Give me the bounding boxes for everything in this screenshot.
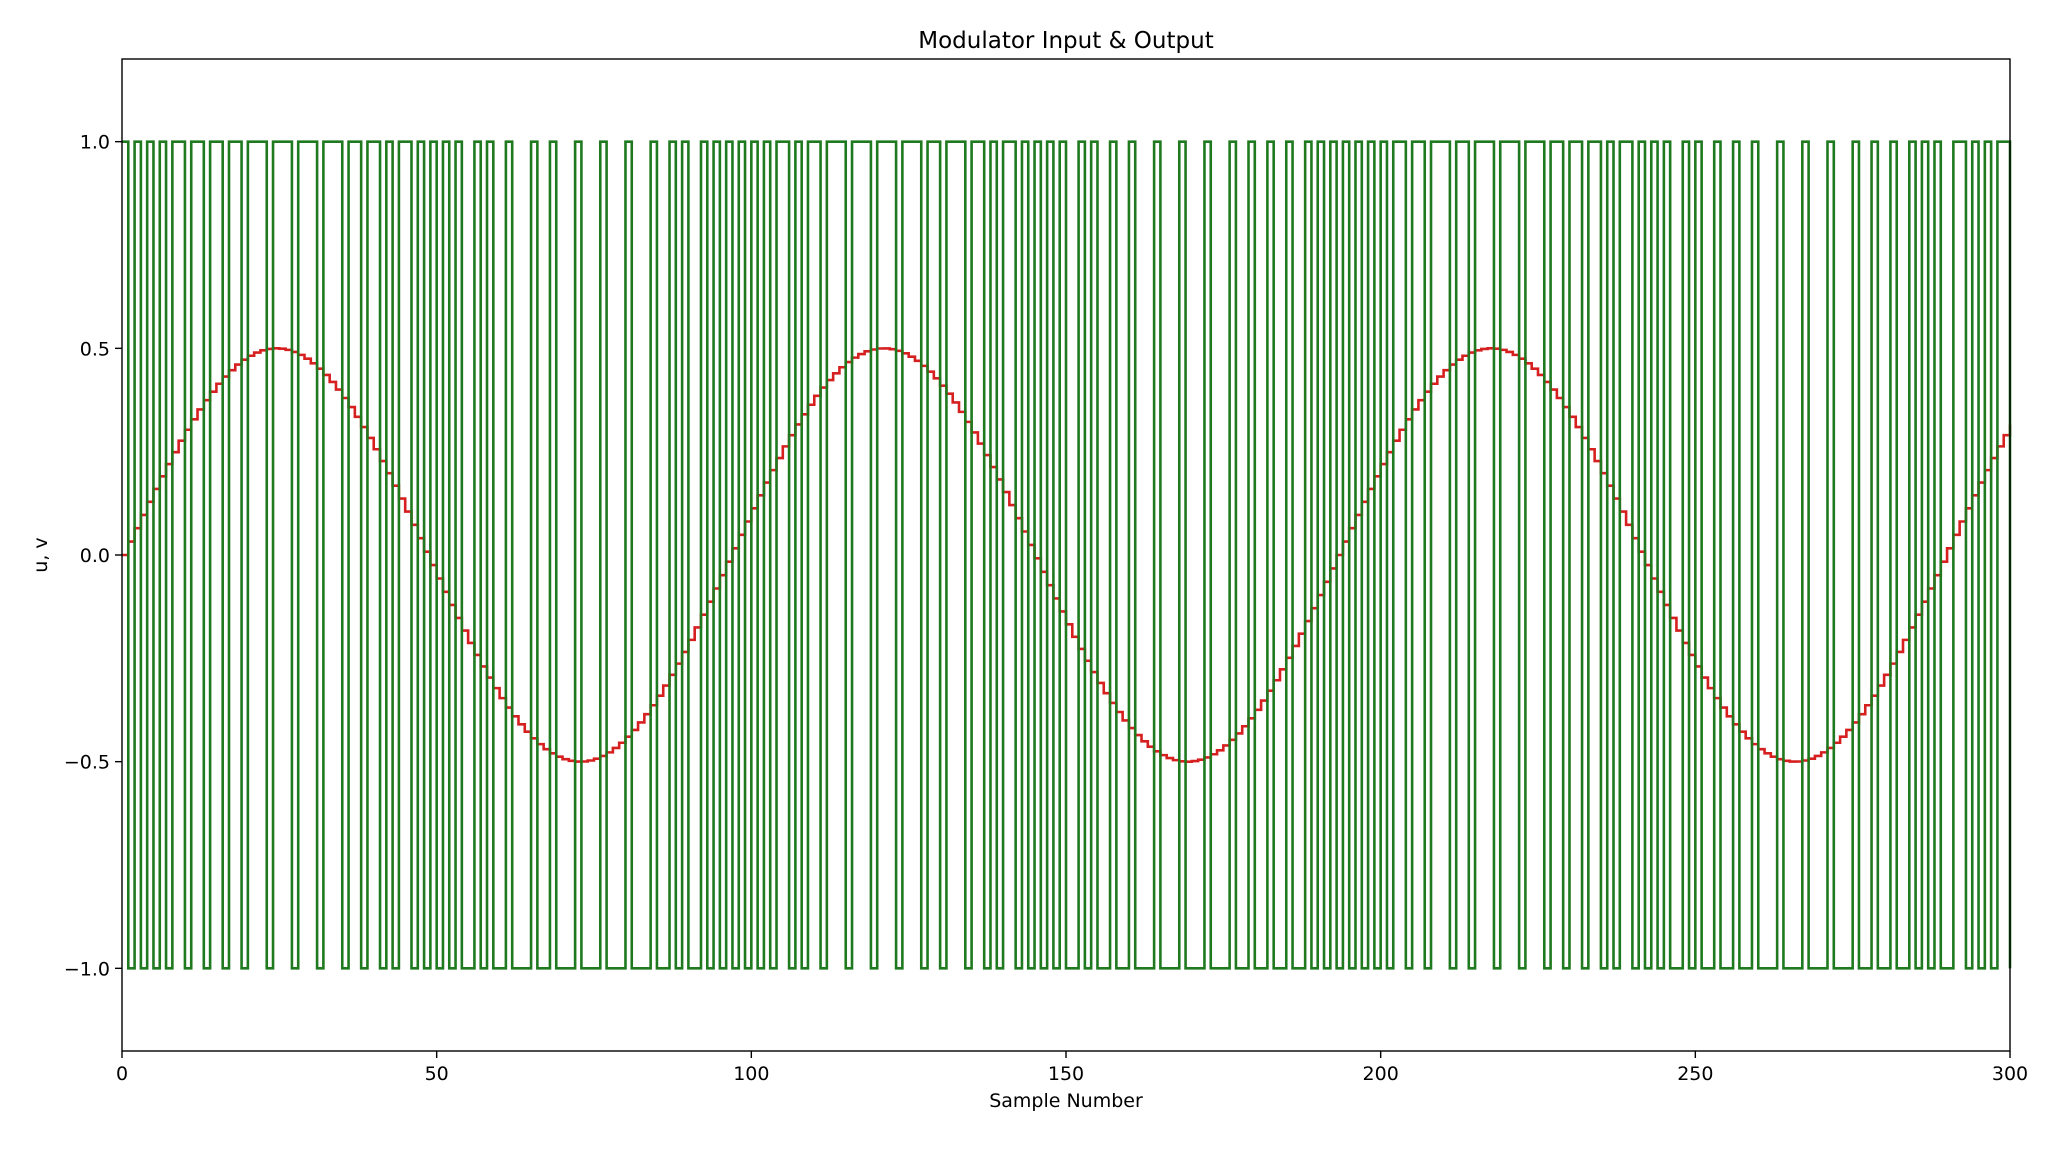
- series-output-v: [122, 140, 2012, 970]
- y-tick-label: 0.0: [80, 545, 110, 567]
- x-tick-label: 300: [1992, 1063, 2028, 1085]
- y-tick-label: 1.0: [80, 132, 110, 154]
- x-tick-label: 150: [1048, 1063, 1084, 1085]
- x-tick-label: 200: [1363, 1063, 1399, 1085]
- y-axis: −1.0 −0.5 0.0 0.5 1.0: [64, 132, 122, 980]
- x-axis-label: Sample Number: [989, 1090, 1143, 1112]
- x-tick-label: 250: [1677, 1063, 1713, 1085]
- chart-title: Modulator Input & Output: [918, 28, 1213, 54]
- y-axis-label: u, v: [30, 537, 52, 572]
- plot-area: [122, 140, 2012, 970]
- y-tick-label: 0.5: [80, 338, 110, 360]
- y-tick-label: −1.0: [64, 958, 110, 980]
- x-axis: 0 50 100 150 200 250 300: [116, 1051, 2028, 1085]
- x-tick-label: 0: [116, 1063, 128, 1085]
- x-tick-label: 100: [733, 1063, 769, 1085]
- x-tick-label: 50: [425, 1063, 449, 1085]
- y-tick-label: −0.5: [64, 752, 110, 774]
